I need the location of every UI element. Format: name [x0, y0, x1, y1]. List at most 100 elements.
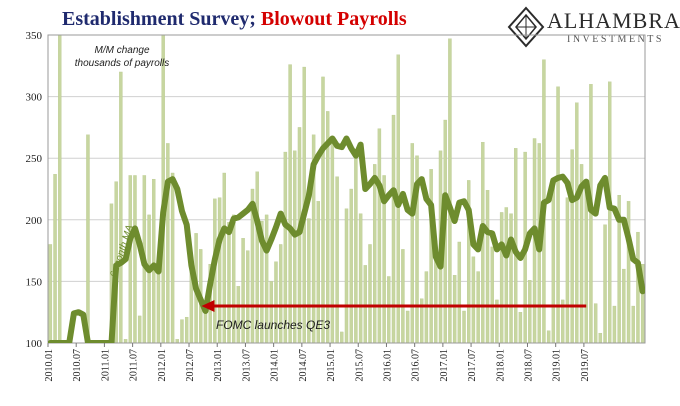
bar-100 — [518, 312, 523, 344]
bar-98 — [509, 213, 513, 344]
x-tick-label-2019.07: 2019.07 — [580, 349, 591, 382]
bar-17 — [128, 175, 132, 344]
alhambra-logo: ALHAMBRA INVESTMENTS — [507, 6, 680, 50]
y-axis-ticks: 100 150 200 250 300 350 — [26, 30, 43, 350]
qe3-arrow-head — [201, 300, 215, 313]
x-tick-label-2014.07: 2014.07 — [298, 349, 309, 382]
ma-line-group — [48, 135, 645, 343]
bar-65 — [354, 156, 358, 344]
bar-90 — [471, 256, 476, 344]
bar-58 — [321, 76, 325, 344]
bar-25 — [166, 143, 170, 344]
bar-60 — [330, 139, 335, 344]
x-tick-label-2016.07: 2016.07 — [411, 349, 422, 382]
bar-87 — [457, 241, 462, 344]
plot-frame — [47, 34, 646, 344]
x-tick-label-2016.01: 2016.01 — [382, 349, 393, 382]
bar-50 — [283, 151, 288, 344]
bar-0 — [48, 244, 53, 344]
bar-51 — [288, 64, 292, 344]
bar-93 — [485, 190, 490, 344]
bar-2 — [58, 34, 62, 344]
bar-22 — [152, 178, 156, 344]
arrow-label: FOMC launches QE3 — [216, 318, 330, 332]
bar-64 — [349, 188, 353, 344]
bar-111 — [570, 149, 574, 344]
qe3-arrow-group — [201, 300, 587, 313]
x-tick-label-2012.07: 2012.07 — [185, 349, 196, 382]
x-axis-ticks: 2010.01 2010.07 2011.01 2011.07 2012.01 2012.… — [44, 343, 591, 382]
bar-47 — [269, 281, 273, 344]
bar-110 — [565, 197, 570, 344]
bar-86 — [452, 275, 457, 344]
chart-title-part1: Establishment Survey; — [62, 8, 261, 30]
bar-85 — [448, 38, 452, 344]
bar-96 — [499, 212, 504, 344]
bar-107 — [551, 180, 556, 344]
bar-116 — [593, 303, 598, 344]
bar-61 — [335, 176, 339, 344]
bar-18 — [133, 175, 137, 344]
bar-102 — [528, 280, 532, 344]
x-tick-label-2015.01: 2015.01 — [326, 349, 337, 382]
bar-120 — [612, 305, 617, 344]
bar-67 — [363, 265, 368, 344]
x-tick-label-2019.01: 2019.01 — [552, 349, 563, 382]
x-tick-label-2010.01: 2010.01 — [44, 349, 55, 382]
bar-28 — [180, 319, 184, 344]
x-tick-label-2018.07: 2018.07 — [523, 349, 534, 382]
x-tick-label-2015.07: 2015.07 — [354, 349, 365, 382]
bar-33 — [203, 313, 208, 344]
chart-title: Establishment Survey; Blowout Payrolls — [62, 8, 407, 31]
bar-8 — [86, 134, 90, 344]
bar-119 — [608, 81, 612, 344]
x-tick-label-2011.07: 2011.07 — [129, 349, 140, 381]
bar-27 — [175, 339, 179, 344]
bar-52 — [293, 150, 297, 344]
bar-68 — [368, 244, 372, 344]
x-tick-label-2011.01: 2011.01 — [100, 349, 111, 381]
bar-26 — [170, 172, 175, 344]
bar-124 — [631, 305, 635, 344]
series-note-line1: M/M change — [94, 45, 149, 56]
x-tick-label-2014.01: 2014.01 — [270, 349, 281, 382]
bar-73 — [391, 114, 396, 344]
bar-122 — [622, 268, 626, 344]
bar-70 — [377, 128, 382, 344]
x-tick-label-2017.07: 2017.07 — [467, 349, 478, 382]
bar-81 — [429, 169, 433, 344]
y-tick-label-100: 100 — [26, 338, 43, 350]
y-tick-label-300: 300 — [26, 92, 43, 104]
logo-subtitle: INVESTMENTS — [567, 34, 664, 45]
y-tick-label-350: 350 — [26, 30, 43, 42]
ma-line — [48, 135, 645, 343]
y-tick-label-150: 150 — [26, 276, 43, 288]
chart-bars — [48, 34, 645, 344]
bar-77 — [410, 143, 415, 344]
bar-66 — [358, 213, 363, 344]
x-tick-label-2018.01: 2018.01 — [495, 349, 506, 382]
bar-69 — [373, 164, 377, 344]
x-tick-label-2013.01: 2013.01 — [213, 349, 224, 382]
bar-62 — [340, 331, 344, 344]
y-tick-label-200: 200 — [26, 215, 43, 227]
bar-19 — [137, 315, 142, 344]
bar-16 — [123, 339, 128, 344]
x-tick-label-2010.07: 2010.07 — [72, 349, 83, 382]
series-note-line2: thousands of payrolls — [75, 58, 170, 69]
logo-name: ALHAMBRA — [547, 8, 680, 33]
x-tick-label-2013.07: 2013.07 — [241, 349, 252, 382]
bar-117 — [598, 332, 603, 344]
bar-72 — [387, 276, 391, 344]
bar-94 — [490, 246, 494, 344]
bar-21 — [147, 214, 151, 344]
bar-88 — [462, 310, 466, 344]
bar-63 — [344, 208, 349, 344]
x-tick-label-2017.01: 2017.01 — [439, 349, 450, 382]
y-tick-label-250: 250 — [26, 153, 43, 165]
bar-75 — [401, 249, 405, 344]
bar-23 — [156, 266, 161, 344]
x-tick-label-2012.01: 2012.01 — [157, 349, 168, 382]
bar-29 — [184, 316, 189, 344]
